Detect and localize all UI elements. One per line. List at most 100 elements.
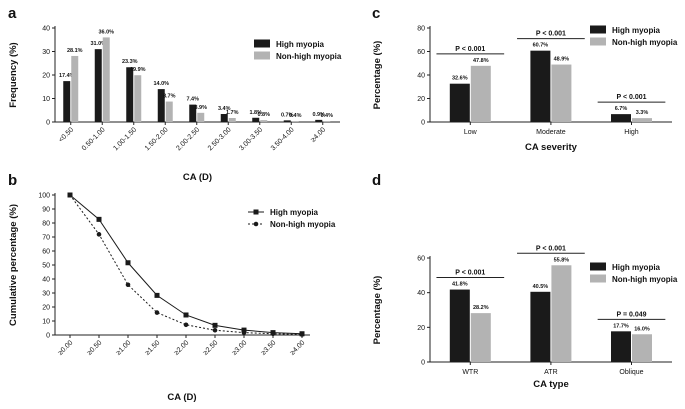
- x-tick-label: ≥3.00: [231, 339, 248, 356]
- x-tick-label: Low: [464, 129, 478, 136]
- point-high-5: [212, 322, 218, 328]
- bar-nonhigh-8: [323, 121, 331, 122]
- y-tick-label: 90: [42, 207, 50, 214]
- point-nonhigh-5: [212, 327, 218, 333]
- data-label: 36.0%: [98, 29, 114, 35]
- bar-high-1: [94, 49, 102, 122]
- x-tick-label: ≥4.00: [310, 126, 327, 143]
- point-nonhigh-4: [183, 322, 189, 328]
- legend-marker-0: [253, 209, 259, 215]
- data-label: 28.1%: [67, 48, 83, 54]
- data-label: 3.4%: [218, 106, 231, 112]
- x-tick-label: 3.50-4.00: [270, 126, 296, 152]
- x-tick-label: 1.00-1.50: [112, 126, 138, 152]
- legend-label-1: Non-high myopia: [276, 52, 342, 61]
- data-label: 7.4%: [186, 97, 199, 103]
- x-tick-label: ≥0.50: [86, 339, 103, 356]
- point-nonhigh-2: [125, 282, 131, 288]
- legend-label-0: High myopia: [270, 208, 319, 217]
- data-label: 1.8%: [249, 110, 262, 116]
- x-axis-title: CA (D): [167, 392, 196, 403]
- y-tick-label: 40: [417, 290, 425, 297]
- bar-nonhigh-0: [470, 65, 491, 122]
- data-label: 32.6%: [452, 76, 468, 82]
- y-tick-label: 0: [46, 333, 50, 340]
- data-label: 0.4%: [320, 113, 333, 119]
- point-nonhigh-1: [96, 232, 102, 237]
- data-label: 60.7%: [533, 43, 549, 49]
- x-tick-label: ≥3.50: [260, 339, 277, 356]
- bar-nonhigh-1: [102, 37, 110, 122]
- data-label: 41.8%: [452, 282, 468, 288]
- legend-swatch-1: [590, 37, 606, 46]
- bar-high-7: [283, 120, 291, 122]
- bar-nonhigh-2: [632, 334, 652, 362]
- data-label: 48.9%: [554, 57, 570, 63]
- pvalue-label: P < 0.001: [455, 46, 485, 53]
- y-tick-label: 0: [46, 120, 50, 127]
- data-label: 47.8%: [473, 58, 489, 64]
- x-axis-title: CA (D): [183, 172, 212, 183]
- point-nonhigh-7: [270, 331, 276, 337]
- x-tick-label: ATR: [544, 369, 557, 376]
- panel-label: a: [8, 5, 17, 22]
- legend-swatch-1: [590, 274, 606, 283]
- panel-label: b: [8, 172, 17, 189]
- x-tick-label: ≥1.50: [144, 339, 161, 356]
- bar-nonhigh-1: [551, 64, 572, 122]
- data-label: 31.0%: [90, 41, 106, 47]
- data-label: 19.9%: [130, 67, 146, 73]
- data-label: 3.3%: [636, 110, 649, 116]
- y-axis-title: Frequency (%): [8, 42, 19, 107]
- pvalue-label: P < 0.001: [536, 245, 566, 252]
- pvalue-label: P < 0.001: [455, 270, 485, 277]
- x-tick-label: WTR: [462, 369, 478, 376]
- bar-nonhigh-6: [260, 120, 268, 122]
- y-tick-label: 50: [42, 263, 50, 270]
- data-label: 0.8%: [257, 112, 270, 118]
- point-nonhigh-6: [241, 330, 247, 335]
- y-tick-label: 60: [417, 49, 425, 56]
- data-label: 28.2%: [473, 305, 489, 311]
- x-tick-label: 3.00-3.50: [238, 126, 264, 152]
- x-tick-label: ≥2.50: [202, 339, 219, 356]
- series-line-nonhigh: [69, 194, 303, 335]
- x-tick-label: ≥0.00: [57, 339, 74, 356]
- data-label: 0.9%: [312, 112, 325, 118]
- bar-nonhigh-2: [134, 75, 142, 122]
- legend-swatch-0: [590, 25, 606, 34]
- bar-high-1: [530, 291, 551, 362]
- x-tick-label: ≥2.00: [173, 339, 190, 356]
- legend-swatch-0: [254, 39, 270, 48]
- pvalue-label: P < 0.001: [616, 94, 646, 101]
- y-tick-label: 0: [421, 120, 425, 127]
- pvalue-label: P < 0.001: [536, 31, 566, 38]
- data-label: 8.7%: [163, 94, 176, 100]
- y-tick-label: 10: [42, 96, 50, 103]
- point-nonhigh-3: [154, 310, 160, 315]
- y-tick-label: 0: [421, 360, 425, 367]
- point-nonhigh-0: [67, 192, 73, 198]
- bar-high-2: [126, 67, 134, 122]
- bar-high-2: [611, 114, 631, 122]
- y-tick-label: 100: [38, 193, 50, 200]
- bar-nonhigh-0: [71, 55, 79, 123]
- bar-nonhigh-2: [632, 118, 652, 122]
- x-tick-label: 1.50-2.00: [144, 126, 170, 152]
- y-axis-title: Cumulative percentage (%): [8, 204, 19, 326]
- data-label: 17.7%: [613, 323, 629, 329]
- bar-nonhigh-5: [228, 118, 236, 122]
- bar-high-1: [530, 50, 551, 122]
- point-high-2: [125, 260, 131, 266]
- legend-swatch-1: [254, 51, 270, 60]
- panel-label: c: [372, 5, 380, 22]
- point-high-1: [96, 216, 102, 222]
- point-high-6: [241, 327, 247, 333]
- bar-nonhigh-0: [470, 313, 491, 362]
- pvalue-label: P = 0.049: [616, 311, 646, 318]
- bar-high-0: [449, 83, 470, 122]
- y-tick-label: 20: [417, 96, 425, 103]
- bar-high-3: [157, 89, 165, 122]
- panel-label: d: [372, 172, 381, 189]
- bar-high-2: [611, 331, 631, 362]
